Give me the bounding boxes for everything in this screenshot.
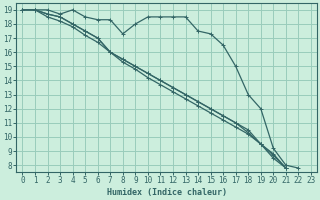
X-axis label: Humidex (Indice chaleur): Humidex (Indice chaleur): [107, 188, 227, 197]
